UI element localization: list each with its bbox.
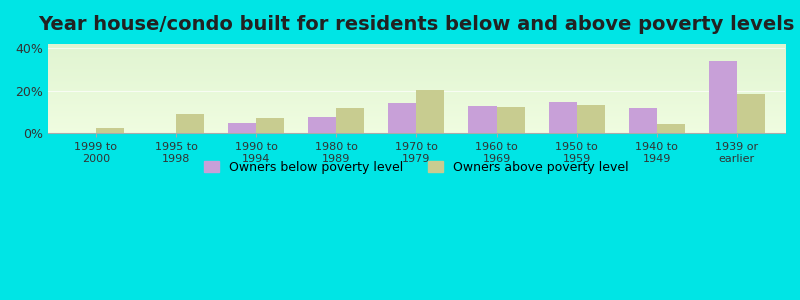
Bar [549,102,577,133]
Bar [657,124,685,133]
Title: Year house/condo built for residents below and above poverty levels: Year house/condo built for residents bel… [38,15,794,34]
Bar [308,117,336,133]
Bar [416,90,445,133]
Bar [256,118,284,133]
Legend: Owners below poverty level, Owners above poverty level: Owners below poverty level, Owners above… [199,156,634,179]
Bar [629,108,657,133]
Bar [469,106,497,133]
Bar [737,94,765,133]
Bar [577,104,605,133]
Bar [497,107,525,133]
Bar [388,103,416,133]
Bar [228,123,256,133]
Bar [709,61,737,133]
Bar [96,128,124,133]
Bar [336,108,364,133]
Bar [176,114,204,133]
